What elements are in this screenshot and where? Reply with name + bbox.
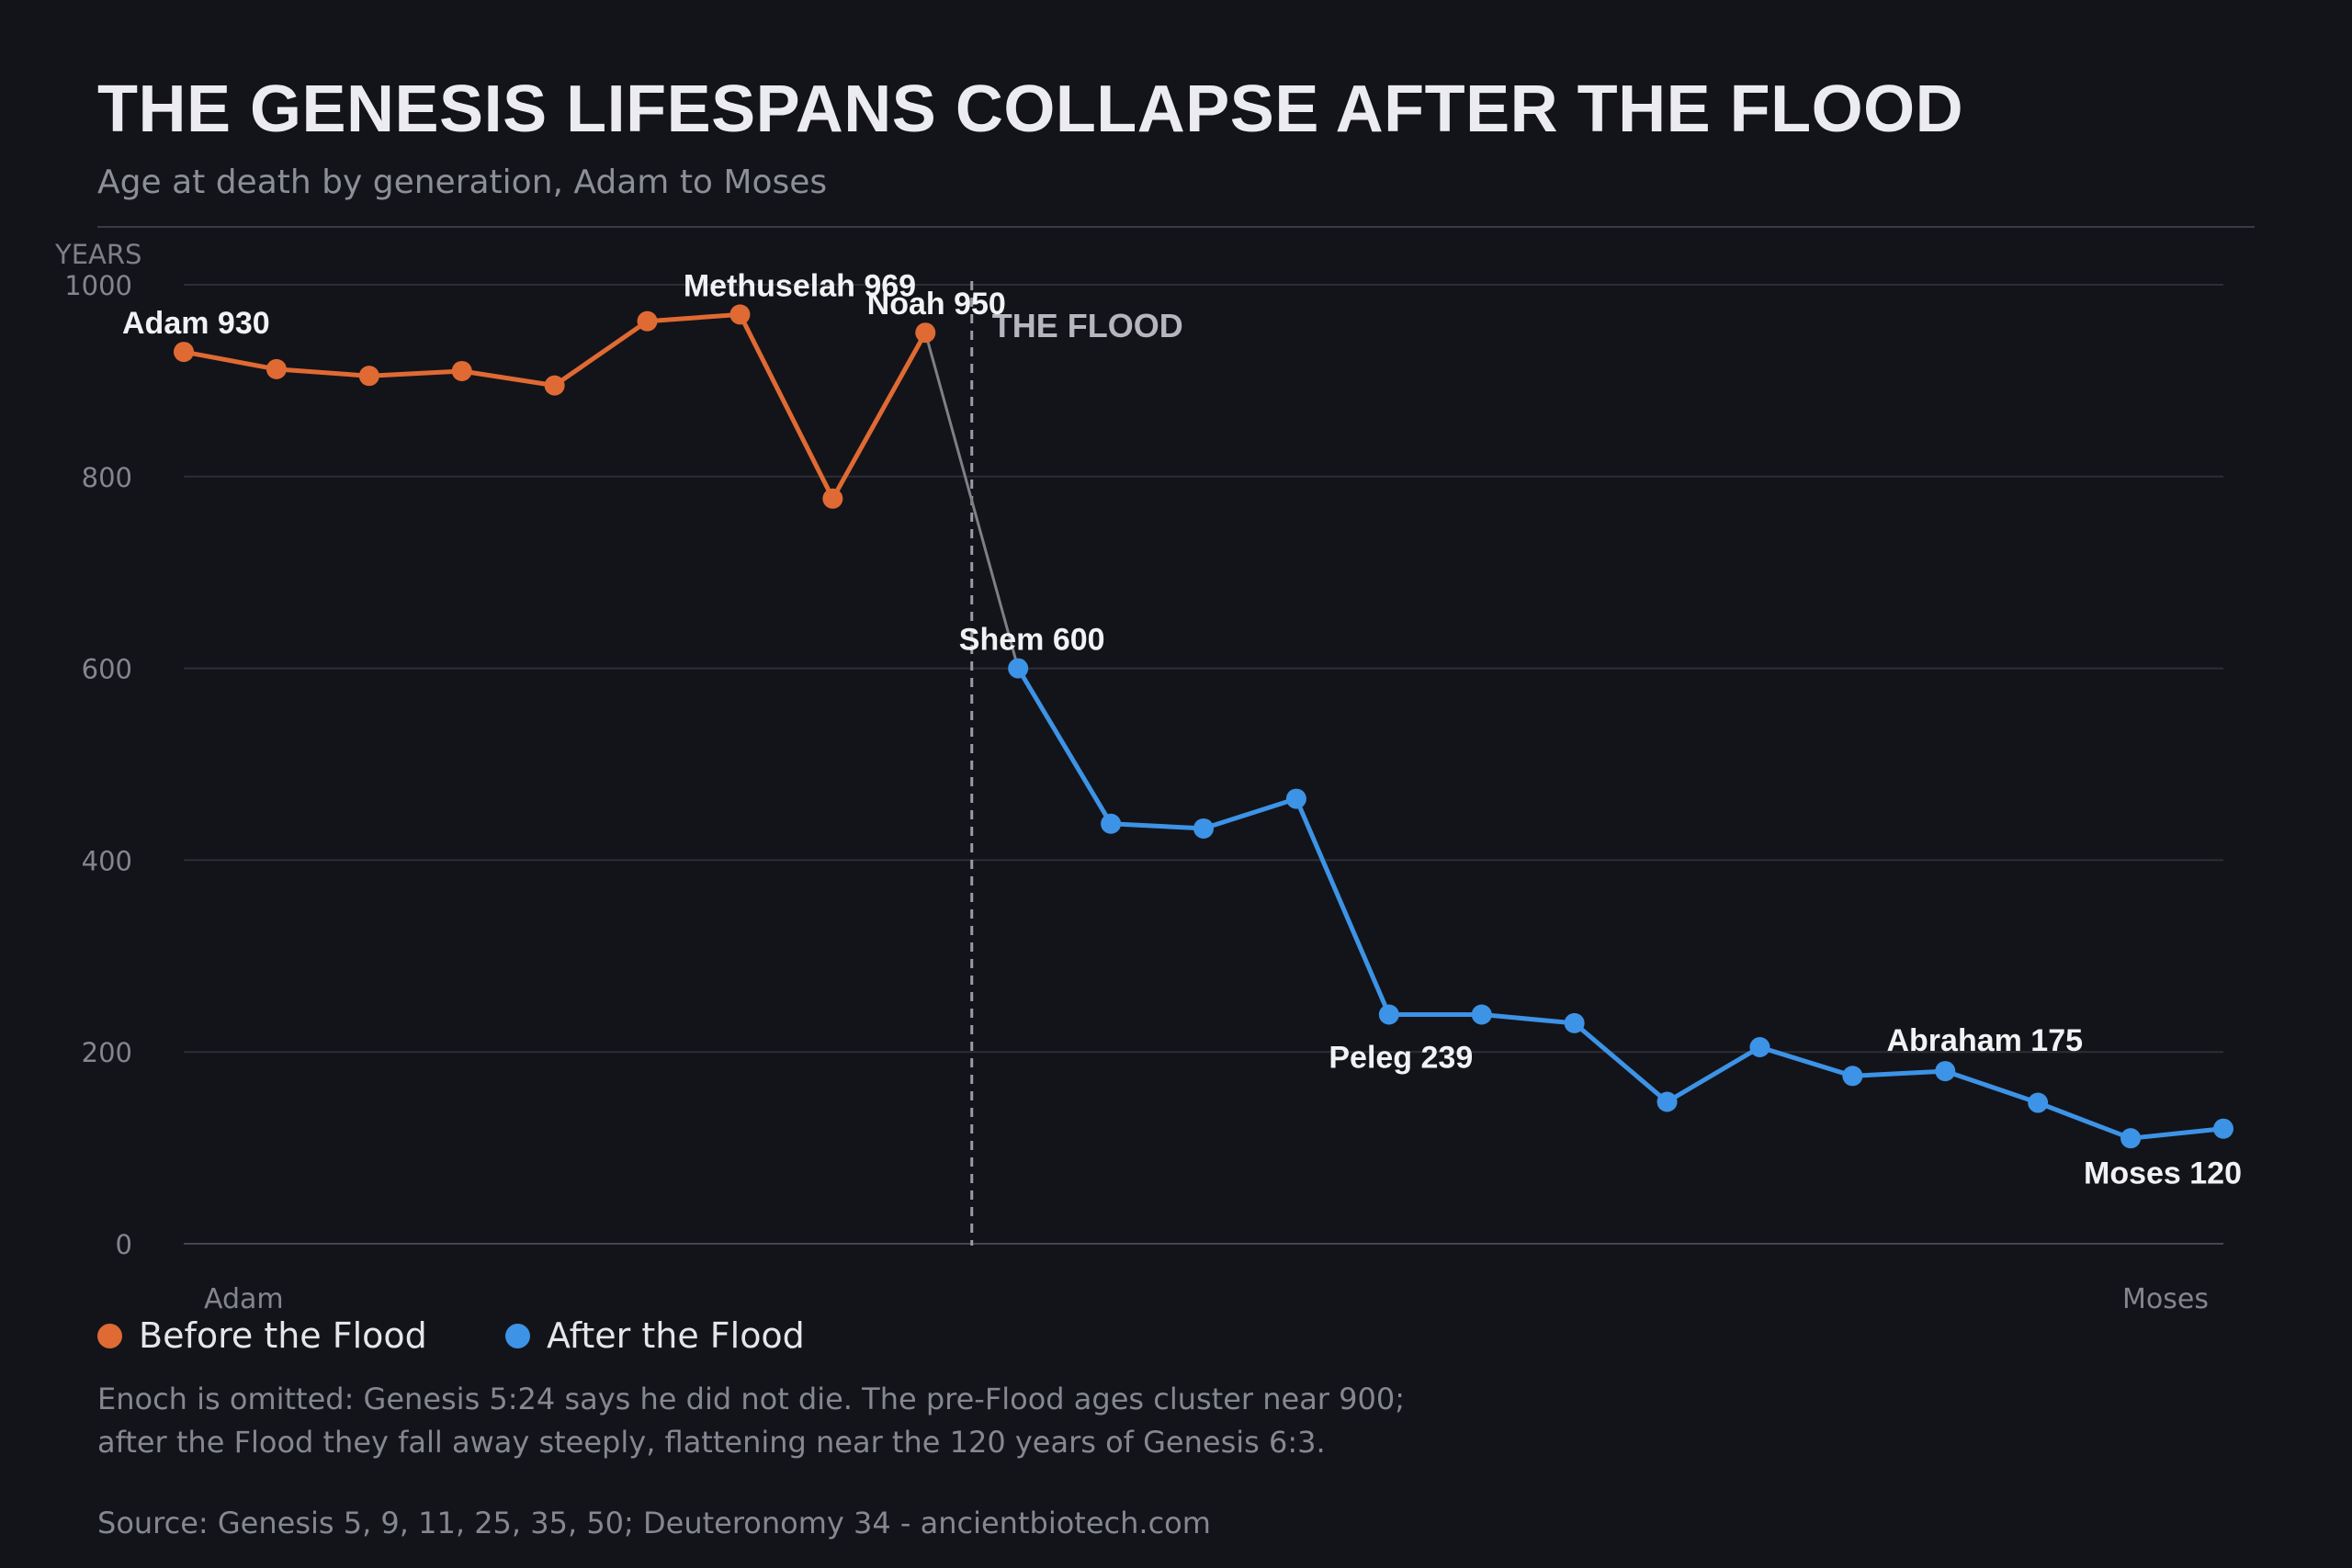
data-point-before xyxy=(544,375,565,396)
y-tick-label: 1000 xyxy=(64,270,132,301)
series-lines xyxy=(183,311,2224,1141)
data-point-after xyxy=(1564,1012,1585,1033)
data-point-before xyxy=(729,304,751,325)
source-line: Source: Genesis 5, 9, 11, 25, 35, 50; De… xyxy=(97,1506,1211,1540)
y-tick-label: 600 xyxy=(82,654,132,685)
flood-label: THE FLOOD xyxy=(992,307,1183,344)
point-annotation: Noah 950 xyxy=(867,287,1006,321)
y-tick-label: 400 xyxy=(82,845,132,876)
data-point-before xyxy=(451,360,472,381)
point-annotation: Peleg 239 xyxy=(1329,1040,1473,1075)
data-point-after xyxy=(1657,1091,1678,1112)
legend-dot-before-icon xyxy=(97,1323,122,1348)
data-point-before xyxy=(822,488,843,509)
chart-subtitle: Age at death by generation, Adam to Mose… xyxy=(97,164,828,201)
data-point-after xyxy=(1193,818,1214,839)
flood-connector-line xyxy=(923,332,1020,669)
grid-lines xyxy=(184,284,2223,1245)
data-point-after xyxy=(1378,1004,1399,1025)
data-point-after xyxy=(1842,1066,1863,1087)
data-point-after xyxy=(1101,813,1122,834)
y-tick-label: 800 xyxy=(82,462,132,493)
data-point-before xyxy=(915,322,936,344)
data-point-after xyxy=(1471,1004,1492,1025)
legend-label-after: After the Flood xyxy=(547,1315,805,1356)
data-point-after xyxy=(2213,1118,2233,1139)
y-tick-label: 0 xyxy=(116,1229,132,1260)
legend-label-before: Before the Flood xyxy=(139,1315,427,1356)
data-point-after xyxy=(1935,1061,1956,1082)
chart-title: THE GENESIS LIFESPANS COLLAPSE AFTER THE… xyxy=(97,73,1964,146)
series-line-after xyxy=(1016,667,2224,1141)
legend-dot-after-icon xyxy=(505,1323,530,1348)
point-annotation: Abraham 175 xyxy=(1886,1023,2083,1058)
legend-item-after: After the Flood xyxy=(505,1315,805,1356)
data-point-before xyxy=(358,366,379,387)
data-point-after xyxy=(2120,1128,2142,1149)
legend-item-before: Before the Flood xyxy=(97,1315,427,1356)
x-end-label: Moses xyxy=(2122,1283,2209,1315)
data-point-after xyxy=(1749,1036,1770,1057)
x-start-label: Adam xyxy=(204,1283,284,1315)
data-point-before xyxy=(174,342,194,363)
point-annotation: Methuselah 969 xyxy=(684,268,916,303)
series-points xyxy=(174,304,2233,1149)
footnote-line-1: Enoch is omitted: Genesis 5:24 says he d… xyxy=(97,1382,1405,1416)
y-tick-label: 200 xyxy=(82,1037,132,1068)
point-annotation: Moses 120 xyxy=(2084,1156,2242,1191)
y-axis-label: YEARS xyxy=(54,239,141,270)
data-point-before xyxy=(637,310,658,332)
point-annotation: Shem 600 xyxy=(959,623,1105,658)
footnote-line-2: after the Flood they fall away steeply, … xyxy=(97,1425,1326,1460)
data-point-after xyxy=(1285,788,1306,809)
series-line-before xyxy=(183,311,928,502)
data-point-before xyxy=(266,358,287,379)
data-point-after xyxy=(2028,1092,2049,1113)
title-divider xyxy=(97,226,2255,228)
data-point-after xyxy=(1008,658,1029,679)
flood-marker: THE FLOOD xyxy=(970,281,1183,1246)
point-annotation: Adam 930 xyxy=(122,306,270,341)
